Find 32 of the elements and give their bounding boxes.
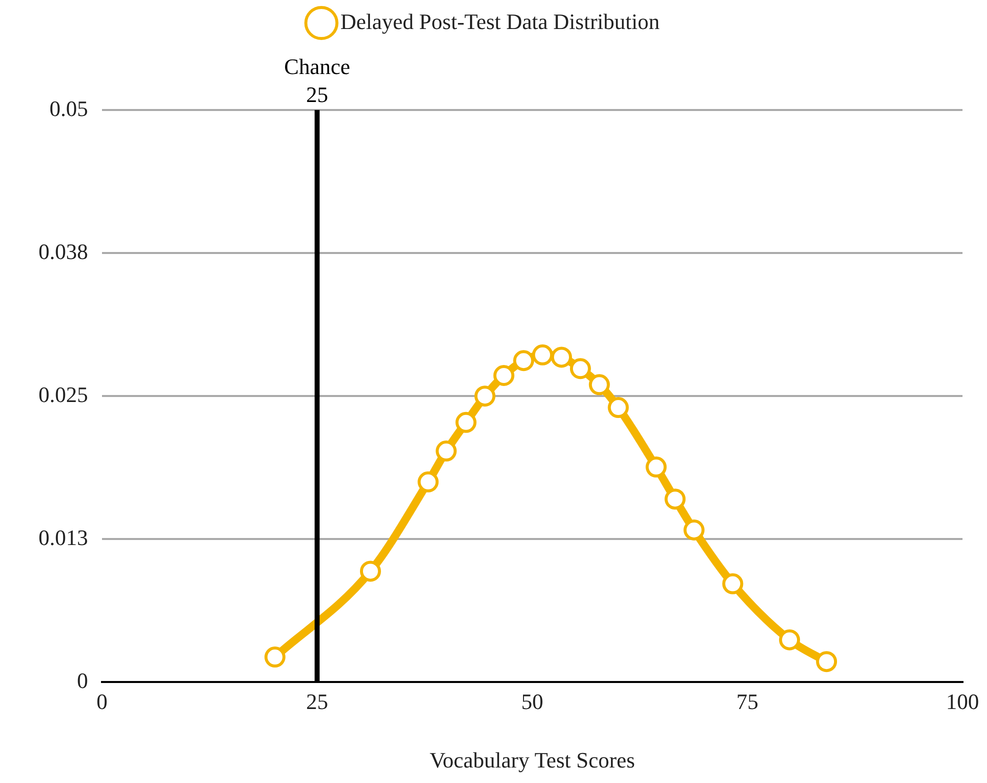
point: [608, 397, 629, 418]
point: [455, 412, 476, 433]
point: [722, 573, 744, 594]
point: [532, 344, 554, 366]
y-tick-label: 0.038: [38, 238, 88, 264]
point: [493, 365, 514, 386]
point: [474, 386, 496, 407]
y-tick-label: 0: [77, 668, 88, 693]
point: [646, 456, 667, 478]
point: [816, 651, 838, 672]
legend-label: Delayed Post-Test Data Distribution: [340, 8, 660, 34]
point: [418, 471, 439, 492]
point: [570, 358, 591, 380]
point: [664, 488, 686, 510]
point: [551, 346, 572, 368]
y-tick-label: 0.05: [50, 96, 88, 121]
point: [360, 560, 381, 582]
point: [684, 519, 705, 540]
point: [588, 374, 610, 396]
point: [513, 350, 534, 372]
x-axis-title: Vocabulary Test Scores: [430, 748, 635, 773]
y-tick-label: 0.013: [38, 524, 88, 550]
point: [264, 646, 286, 668]
point: [779, 629, 800, 650]
y-tick-label: 0.025: [38, 382, 88, 407]
x-tick-label: 25: [306, 689, 328, 714]
point: [436, 440, 457, 462]
ref-line-label: Chance 25: [284, 54, 350, 107]
x-tick-label: 50: [521, 689, 544, 714]
x-tick-label: 0: [96, 689, 108, 714]
x-tick-label: 75: [736, 689, 758, 714]
x-tick-label: 100: [946, 689, 979, 714]
